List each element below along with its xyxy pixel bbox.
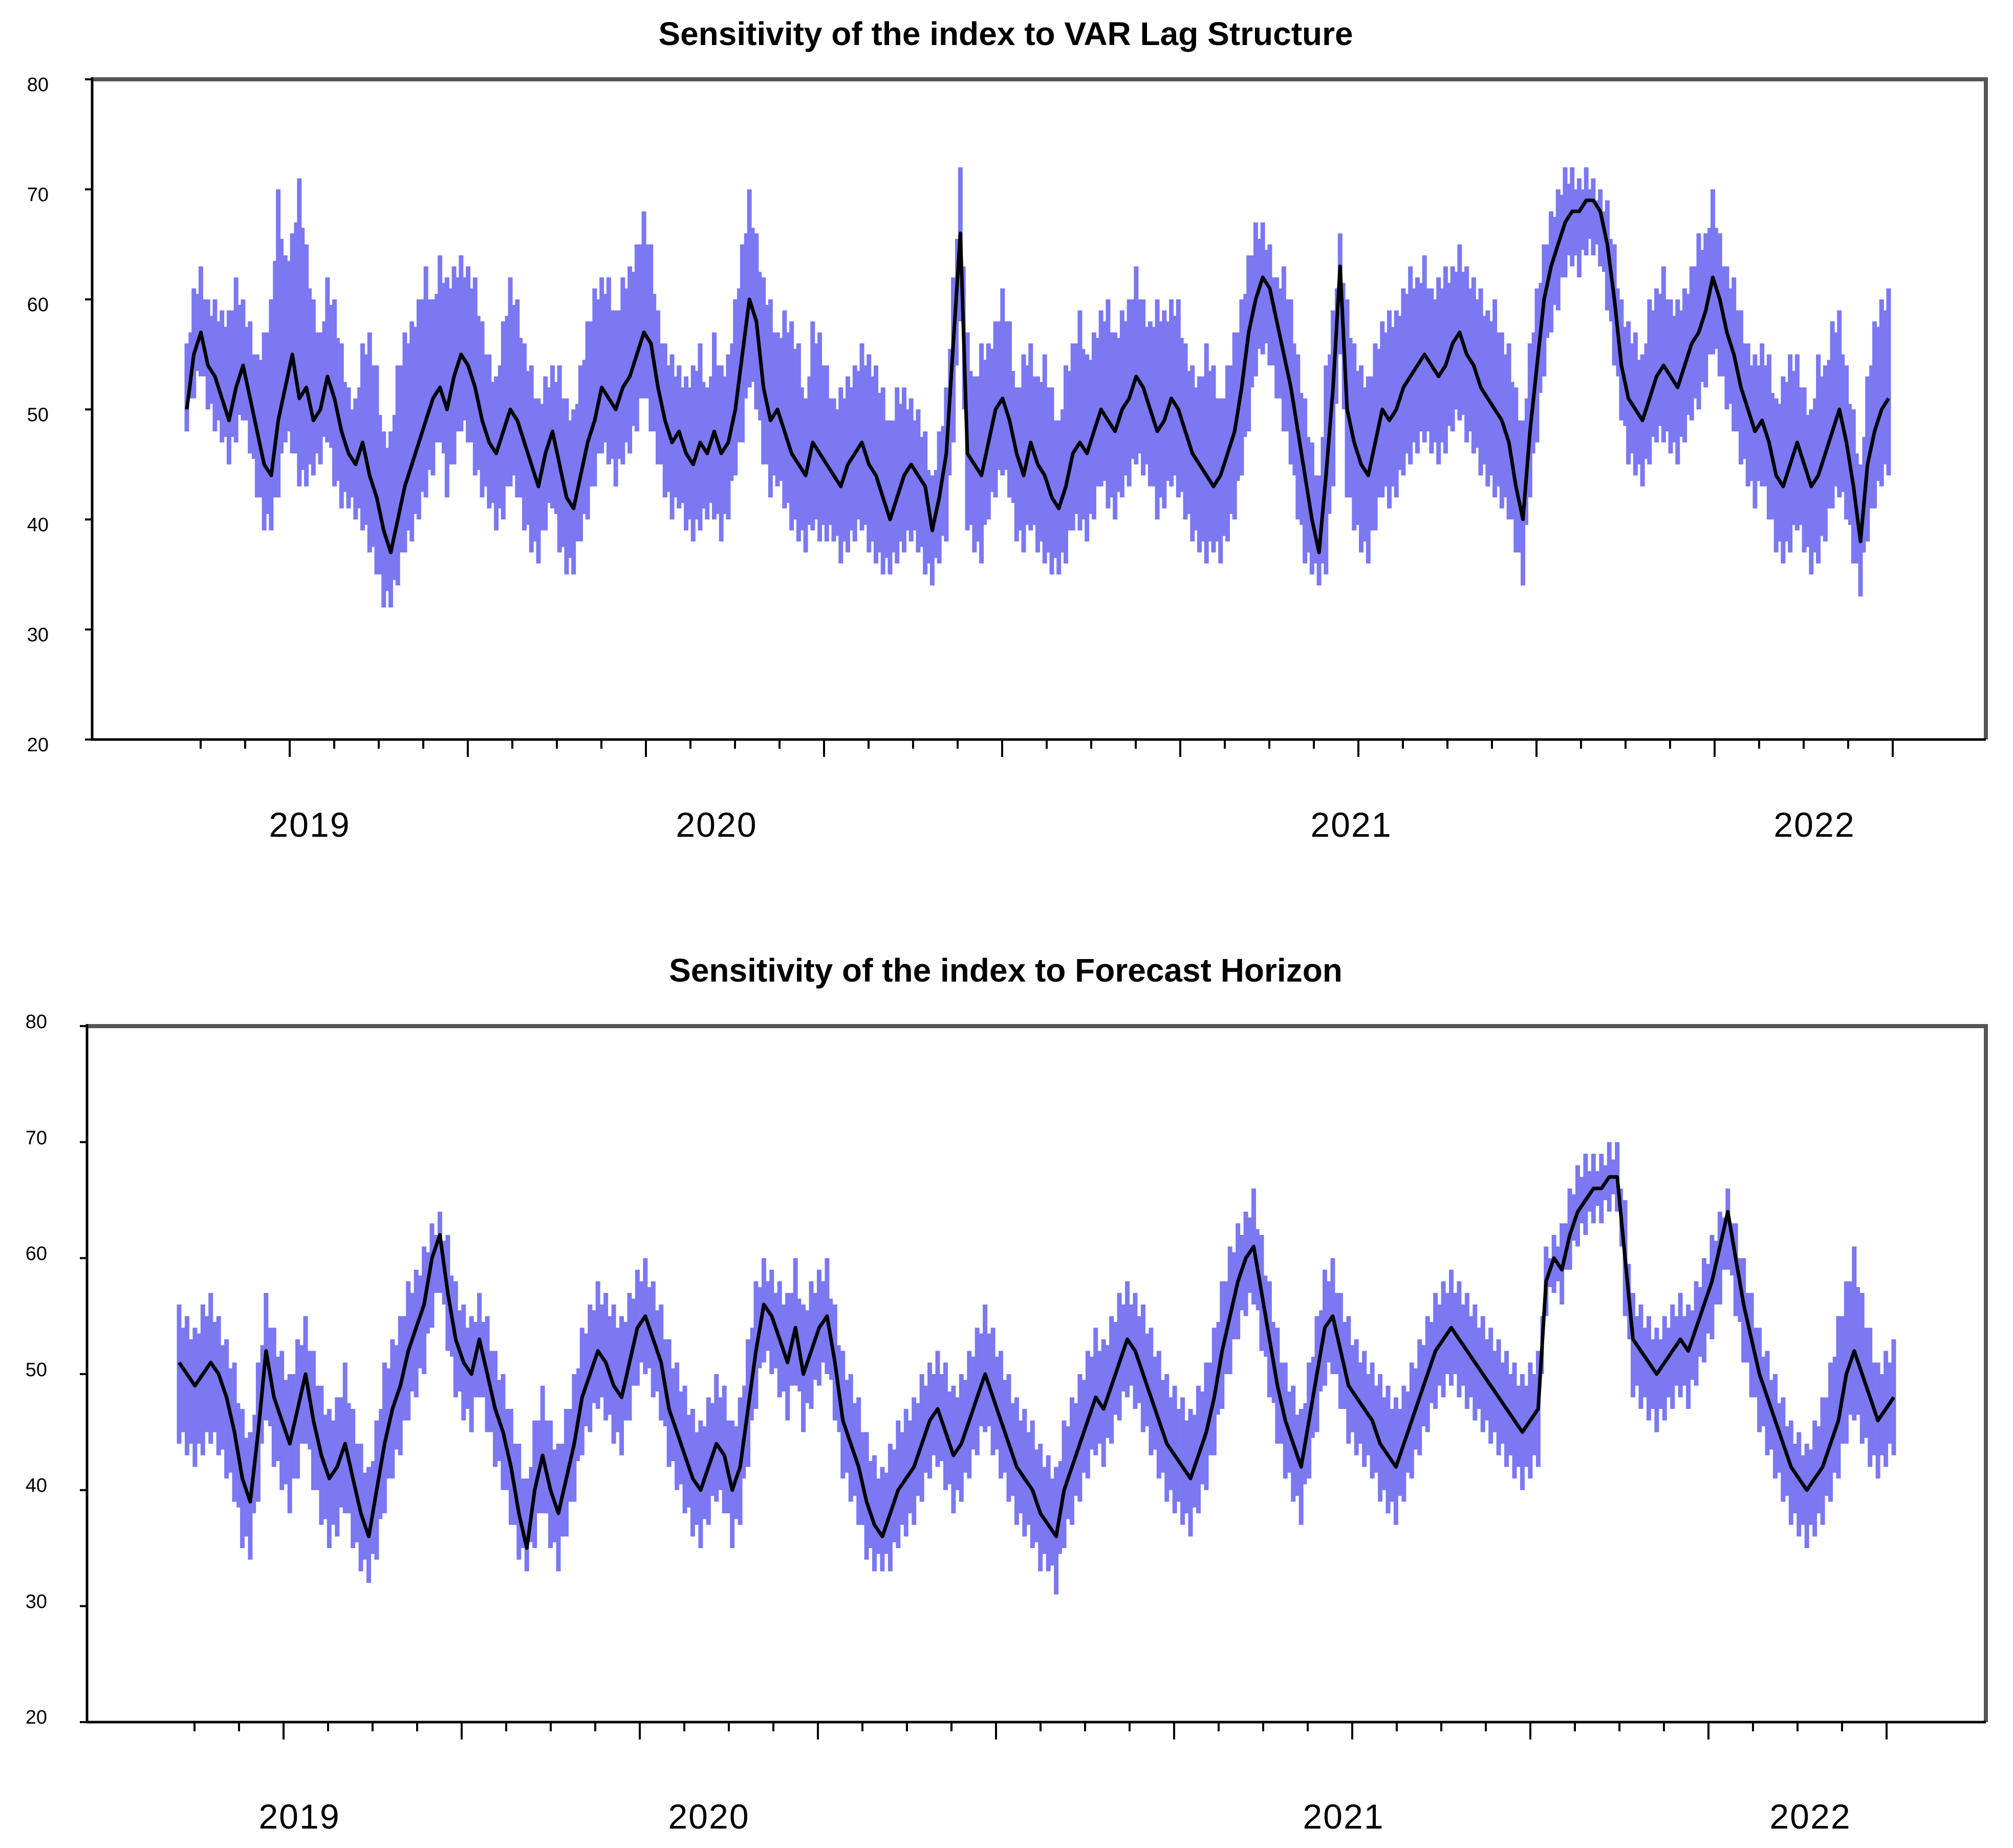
chart-title: Sensitivity of the index to VAR Lag Stru… bbox=[658, 15, 1353, 52]
y-tick-label: 40 bbox=[26, 1475, 47, 1496]
y-tick-label: 60 bbox=[26, 1243, 47, 1265]
y-tick-label: 40 bbox=[27, 514, 49, 536]
chart-forecast-horizon: Sensitivity of the index to Forecast Hor… bbox=[26, 952, 1988, 1836]
confidence-band bbox=[177, 1142, 1896, 1595]
x-tick-label: 2020 bbox=[676, 806, 757, 844]
x-tick-label: 2021 bbox=[1310, 806, 1392, 844]
x-axis: 2019 2020 2021 2022 bbox=[258, 1797, 1851, 1836]
y-tick-label: 30 bbox=[26, 1591, 47, 1613]
y-tick-label: 60 bbox=[27, 294, 49, 316]
axis-lines bbox=[85, 1024, 1986, 1724]
chart-title: Sensitivity of the index to Forecast Hor… bbox=[669, 952, 1343, 989]
plot-frame bbox=[92, 77, 1988, 740]
median-line bbox=[178, 1175, 1895, 1550]
chart-var-lag: Sensitivity of the index to VAR Lag Stru… bbox=[27, 15, 1988, 844]
y-tick-label: 50 bbox=[27, 404, 49, 426]
y-tick-label: 80 bbox=[26, 1011, 47, 1033]
y-axis: 20 30 40 50 60 70 80 bbox=[26, 1011, 47, 1728]
x-axis: 2019 2020 2021 2022 bbox=[269, 806, 1855, 844]
y-tick-label: 70 bbox=[27, 184, 49, 206]
y-tick-label: 50 bbox=[26, 1359, 47, 1381]
y-axis: 20 30 40 50 60 70 80 bbox=[27, 74, 49, 756]
x-tick-label: 2021 bbox=[1303, 1797, 1384, 1836]
x-tick-label: 2019 bbox=[269, 806, 350, 844]
x-tick-label: 2022 bbox=[1769, 1797, 1851, 1836]
plot-frame bbox=[87, 1024, 1988, 1722]
y-tick-label: 70 bbox=[26, 1127, 47, 1149]
y-tick-label: 20 bbox=[26, 1707, 47, 1728]
y-tick-label: 80 bbox=[27, 74, 49, 96]
x-tick-label: 2022 bbox=[1773, 806, 1855, 844]
median-line bbox=[185, 199, 1890, 554]
y-tick-label: 30 bbox=[27, 624, 49, 646]
x-tick-label: 2019 bbox=[258, 1797, 340, 1836]
y-tick-label: 20 bbox=[27, 734, 49, 756]
confidence-band bbox=[184, 167, 1891, 607]
x-tick-label: 2020 bbox=[668, 1797, 749, 1836]
